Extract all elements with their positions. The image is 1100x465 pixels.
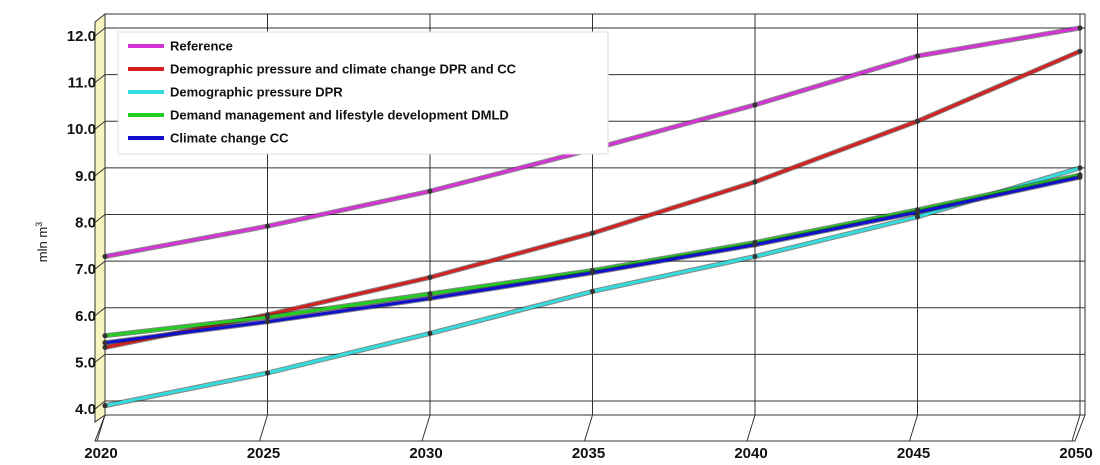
legend-label: Demographic pressure and climate change …: [170, 62, 517, 77]
grid-line-side: [94, 27, 106, 37]
data-point: [265, 314, 270, 320]
plot-floor: [94, 414, 1086, 442]
data-point: [427, 330, 433, 336]
y-tick-label: 9.0: [75, 168, 96, 185]
data-point: [915, 53, 920, 59]
y-tick-label: 11.0: [68, 75, 96, 92]
y-tick-label: 7.0: [75, 261, 96, 278]
grid-line-side: [94, 214, 106, 223]
grid-line-floor: [584, 414, 593, 442]
data-point: [1077, 48, 1083, 54]
data-point: [1077, 174, 1083, 180]
y-tick-label: 8.0: [75, 215, 96, 232]
x-tick-label: 2025: [247, 445, 280, 462]
data-point: [102, 344, 108, 350]
data-point: [102, 333, 108, 339]
grid-line-floor: [96, 414, 106, 442]
data-point: [427, 295, 433, 301]
y-tick-label: 6.0: [75, 308, 96, 325]
y-axis-label: mln m3: [34, 222, 50, 262]
grid-line-side: [94, 167, 106, 177]
legend-label: Demand management and lifestyle developm…: [170, 108, 509, 123]
legend-label: Demographic pressure DPR: [170, 85, 343, 100]
y-tick-label: 5.0: [75, 354, 96, 371]
data-point: [265, 223, 270, 229]
grid-line-side: [94, 260, 106, 270]
y-axis-label-superscript: 3: [34, 222, 44, 227]
grid-line-floor: [909, 414, 918, 442]
legend: Reference Demographic pressure and climat…: [117, 31, 609, 155]
grid-line-side: [94, 307, 106, 317]
x-tick-label: 2030: [409, 445, 442, 462]
data-point: [427, 291, 433, 297]
grid-line-side: [94, 74, 106, 84]
data-point: [752, 253, 758, 259]
data-point: [265, 370, 270, 376]
y-tick-label: 10.0: [67, 121, 96, 138]
grid-line-floor: [1071, 414, 1081, 442]
x-tick-label: 2020: [84, 445, 117, 462]
data-point: [102, 340, 108, 346]
legend-box: [117, 31, 609, 155]
data-point: [915, 209, 920, 215]
data-point: [752, 102, 758, 108]
data-point: [752, 179, 758, 185]
x-tick-label: 2050: [1059, 445, 1092, 462]
y-axis-ticks: 4.0 5.0 6.0 7.0 8.0 9.0 10.0 11.0 12.0: [67, 28, 96, 418]
x-tick-label: 2045: [897, 445, 930, 462]
y-tick-label: 4.0: [75, 401, 96, 418]
data-point: [752, 242, 758, 248]
data-point: [590, 230, 595, 236]
x-tick-label: 2040: [734, 445, 767, 462]
data-point: [427, 188, 433, 194]
data-point: [102, 403, 108, 409]
data-point: [265, 319, 270, 325]
grid-line-floor: [746, 414, 756, 442]
data-point: [427, 274, 433, 280]
grid-line-side: [94, 353, 106, 363]
x-tick-label: 2035: [572, 445, 605, 462]
grid-line-side: [94, 120, 106, 130]
grid-line-floor: [259, 414, 268, 442]
data-point: [1077, 25, 1083, 31]
data-point: [102, 253, 108, 259]
y-tick-label: 12.0: [67, 28, 96, 45]
data-point: [915, 214, 920, 220]
data-point: [590, 270, 595, 276]
x-axis-ticks: 2020 2025 2030 2035 2040 2045 2050: [84, 445, 1092, 462]
legend-label: Reference: [170, 39, 233, 54]
grid-line-floor: [421, 414, 431, 442]
legend-label: Climate change CC: [170, 131, 289, 146]
data-point: [1077, 165, 1083, 171]
grid-line-side: [94, 400, 106, 410]
data-point: [590, 288, 595, 294]
data-point: [915, 118, 920, 124]
